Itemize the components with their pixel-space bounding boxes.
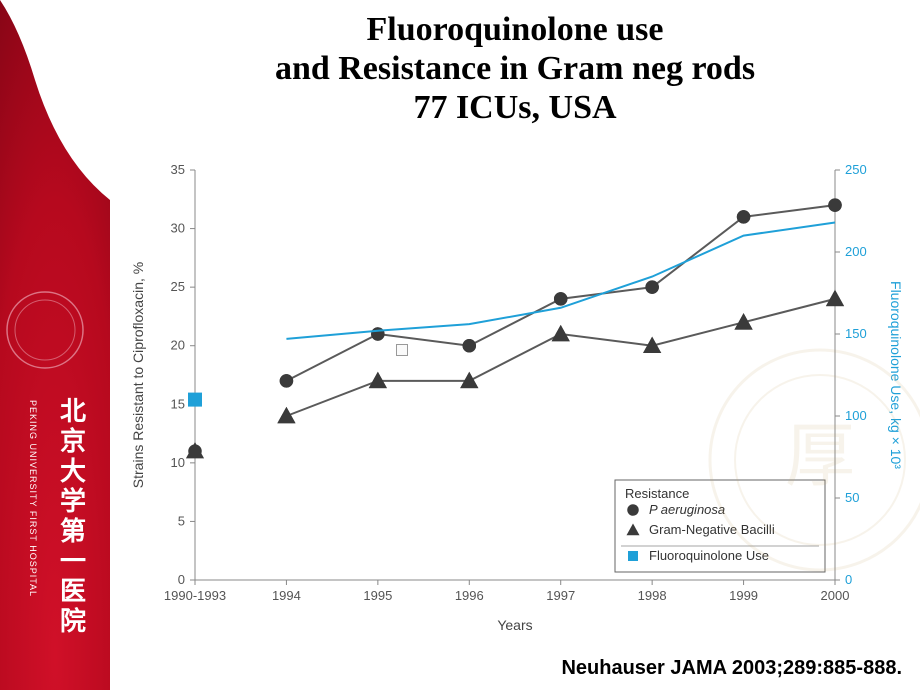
svg-text:大: 大 <box>60 456 86 486</box>
svg-text:0: 0 <box>178 572 185 587</box>
svg-text:厚: 厚 <box>785 417 855 495</box>
svg-text:15: 15 <box>171 396 185 411</box>
title-line-1: Fluoroquinolone use <box>120 10 910 49</box>
svg-text:一: 一 <box>60 546 86 576</box>
svg-text:Years: Years <box>497 617 532 633</box>
svg-text:250: 250 <box>845 162 867 177</box>
svg-text:1994: 1994 <box>272 588 301 603</box>
svg-text:1999: 1999 <box>729 588 758 603</box>
svg-text:1997: 1997 <box>546 588 575 603</box>
banner-eng-text: PEKING UNIVERSITY FIRST HOSPITAL <box>28 400 38 597</box>
svg-text:1996: 1996 <box>455 588 484 603</box>
svg-text:1995: 1995 <box>363 588 392 603</box>
svg-text:10: 10 <box>171 455 185 470</box>
svg-text:医: 医 <box>60 576 86 606</box>
svg-text:北: 北 <box>60 396 86 426</box>
svg-text:第: 第 <box>60 516 86 546</box>
svg-text:2000: 2000 <box>821 588 850 603</box>
title-line-2: and Resistance in Gram neg rods <box>120 49 910 88</box>
svg-text:5: 5 <box>178 513 185 528</box>
svg-text:院: 院 <box>60 606 86 636</box>
svg-text:20: 20 <box>171 338 185 353</box>
svg-text:35: 35 <box>171 162 185 177</box>
svg-text:200: 200 <box>845 244 867 259</box>
svg-text:30: 30 <box>171 221 185 236</box>
svg-text:1990-1993: 1990-1993 <box>164 588 226 603</box>
svg-text:学: 学 <box>60 486 86 516</box>
svg-text:25: 25 <box>171 279 185 294</box>
page-marker-icon <box>396 344 408 356</box>
slide: PEKING UNIVERSITY FIRST HOSPITAL 北 京 大 学… <box>0 0 920 690</box>
citation: Neuhauser JAMA 2003;289:885-888. <box>561 657 902 680</box>
title-line-3: 77 ICUs, USA <box>120 88 910 127</box>
svg-text:京: 京 <box>60 426 86 456</box>
svg-text:Strains Resistant to Ciproflox: Strains Resistant to Ciprofloxacin, % <box>130 262 146 488</box>
side-banner: PEKING UNIVERSITY FIRST HOSPITAL 北 京 大 学… <box>0 0 110 690</box>
svg-text:1998: 1998 <box>638 588 667 603</box>
slide-title: Fluoroquinolone use and Resistance in Gr… <box>120 10 910 127</box>
banner-svg: PEKING UNIVERSITY FIRST HOSPITAL 北 京 大 学… <box>0 0 110 690</box>
watermark-icon: 厚 <box>660 330 920 590</box>
